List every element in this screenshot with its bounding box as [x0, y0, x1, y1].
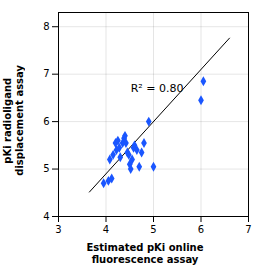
svg-text:7: 7: [245, 224, 251, 235]
svg-text:7: 7: [43, 68, 49, 79]
svg-text:5: 5: [43, 163, 49, 174]
svg-text:8: 8: [43, 21, 49, 32]
svg-text:3: 3: [55, 224, 61, 235]
svg-text:R² = 0.80: R² = 0.80: [131, 82, 184, 95]
html-text:pKi radioligand displacement a: pKi radioligand displacement assay: [2, 64, 25, 176]
svg-text:5: 5: [150, 224, 156, 235]
svg-text:6: 6: [43, 116, 49, 127]
svg-text:4: 4: [103, 224, 109, 235]
html-text:Estimated pKi online fluoresce: Estimated pKi online fluorescence assay: [86, 242, 204, 265]
svg-text:4: 4: [43, 211, 49, 222]
svg-text:6: 6: [198, 224, 204, 235]
